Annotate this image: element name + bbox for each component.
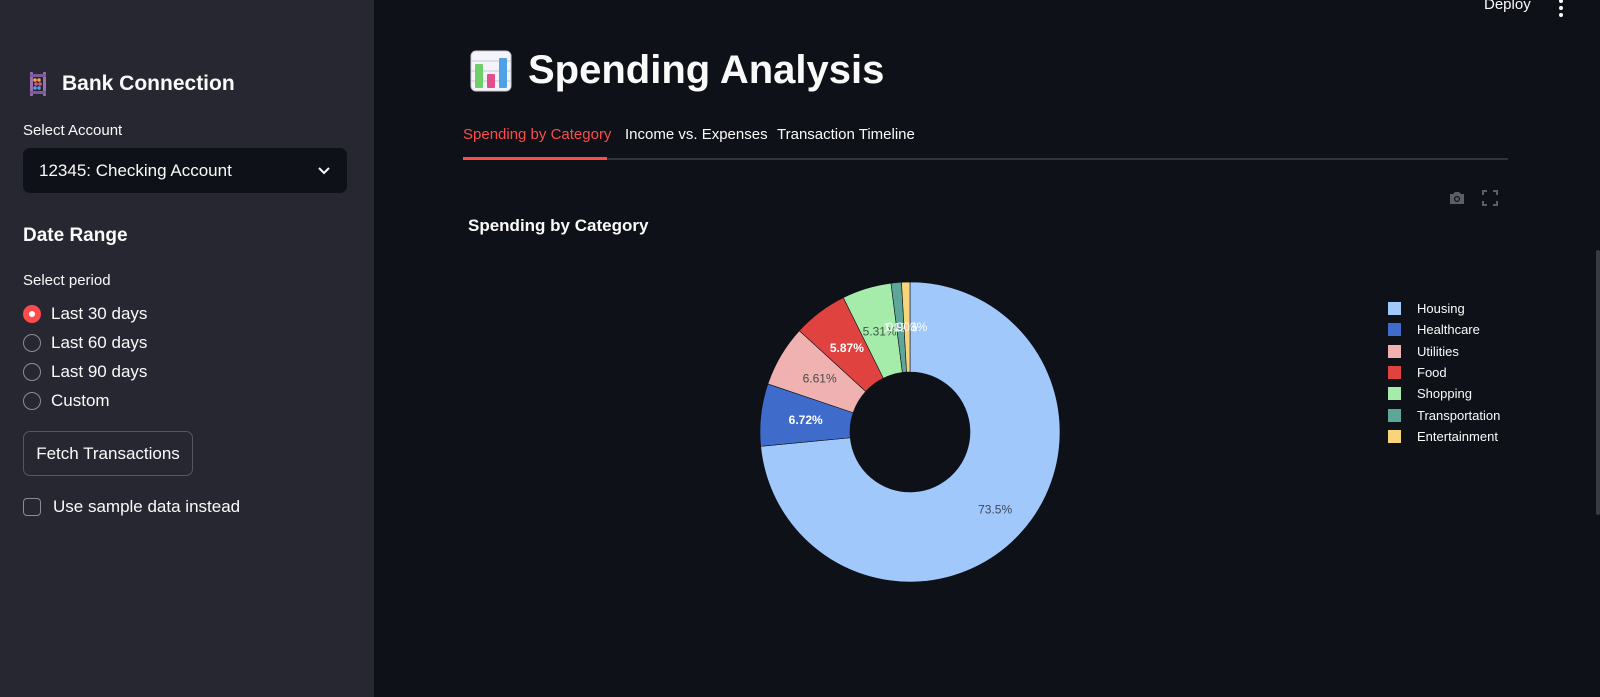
radio-unselected-icon <box>23 363 41 381</box>
slice-label-entertainment: 0.903% <box>887 320 928 334</box>
legend-item-shopping[interactable]: Shopping <box>1388 383 1500 404</box>
chart-title: Spending by Category <box>468 216 649 235</box>
radio-custom[interactable]: Custom <box>23 391 110 411</box>
chevron-down-icon <box>318 166 330 174</box>
active-tab-indicator <box>463 157 607 160</box>
use-sample-data-checkbox[interactable]: Use sample data instead <box>23 497 240 517</box>
fullscreen-icon[interactable] <box>1482 190 1500 206</box>
slice-housing[interactable] <box>760 281 1061 583</box>
checkbox-label: Use sample data instead <box>53 497 241 516</box>
radio-label: Last 90 days <box>51 362 148 381</box>
date-range-title: Date Range <box>23 225 128 246</box>
account-select[interactable]: 12345: Checking Account <box>23 148 347 193</box>
page-header: Spending Analysis <box>470 48 884 93</box>
checkbox-icon <box>23 498 41 516</box>
radio-selected-icon <box>23 305 41 323</box>
legend-item-healthcare[interactable]: Healthcare <box>1388 319 1500 340</box>
legend-label: Housing <box>1417 301 1465 317</box>
legend-item-transportation[interactable]: Transportation <box>1388 404 1500 425</box>
bar-chart-icon <box>470 50 512 91</box>
legend-swatch <box>1388 429 1401 443</box>
fetch-transactions-button[interactable]: Fetch Transactions <box>23 431 193 476</box>
slice-label-food: 5.87% <box>830 341 864 355</box>
legend-item-utilities[interactable]: Utilities <box>1388 341 1500 362</box>
radio-label: Last 60 days <box>51 333 148 352</box>
sidebar: Bank Connection Select Account 12345: Ch… <box>0 0 374 697</box>
account-select-value: 12345: Checking Account <box>39 160 232 180</box>
legend-label: Healthcare <box>1417 322 1480 338</box>
page-title: Spending Analysis <box>528 48 885 92</box>
chart-legend: Housing Healthcare Utilities Food Shopping Tr… <box>1388 298 1500 447</box>
abacus-icon <box>30 72 46 96</box>
legend-label: Shopping <box>1417 386 1472 402</box>
radio-label: Custom <box>51 391 110 410</box>
legend-label: Entertainment <box>1417 428 1498 444</box>
legend-swatch <box>1388 302 1401 316</box>
legend-label: Food <box>1417 365 1447 381</box>
legend-swatch <box>1388 323 1401 337</box>
sidebar-header: Bank Connection <box>24 70 235 98</box>
legend-item-food[interactable]: Food <box>1388 362 1500 383</box>
radio-label: Last 30 days <box>51 304 148 323</box>
radio-unselected-icon <box>23 392 41 410</box>
slice-label-healthcare: 6.72% <box>789 413 823 427</box>
legend-item-entertainment[interactable]: Entertainment <box>1388 426 1500 447</box>
slice-entertainment[interactable] <box>901 281 911 373</box>
legend-swatch <box>1388 366 1401 380</box>
legend-label: Transportation <box>1417 407 1501 423</box>
slice-label-utilities: 6.61% <box>803 372 837 386</box>
account-label: Select Account <box>23 122 123 139</box>
radio-last-90-days[interactable]: Last 90 days <box>23 362 147 382</box>
scrollbar[interactable] <box>1596 250 1600 515</box>
legend-label: Utilities <box>1417 343 1459 359</box>
tab-spending-by-category[interactable]: Spending by Category <box>463 126 612 143</box>
period-label: Select period <box>23 272 111 289</box>
legend-swatch <box>1388 344 1401 358</box>
kebab-menu-icon[interactable] <box>1556 0 1566 18</box>
slice-label-housing: 73.5% <box>978 502 1012 516</box>
deploy-button[interactable]: Deploy <box>1484 0 1531 13</box>
camera-icon[interactable] <box>1448 190 1466 206</box>
radio-last-30-days[interactable]: Last 30 days <box>23 304 147 324</box>
tab-bar: Spending by Category Income vs. Expenses… <box>463 120 1508 160</box>
tab-income-vs-expenses[interactable]: Income vs. Expenses <box>625 126 768 143</box>
radio-last-60-days[interactable]: Last 60 days <box>23 333 147 353</box>
sidebar-title: Bank Connection <box>62 72 235 95</box>
tab-transaction-timeline[interactable]: Transaction Timeline <box>777 126 915 143</box>
legend-item-housing[interactable]: Housing <box>1388 298 1500 319</box>
legend-swatch <box>1388 387 1401 401</box>
slice-label-shopping: 5.31% <box>863 325 897 339</box>
radio-unselected-icon <box>23 334 41 352</box>
chart-toolbar <box>1448 190 1500 206</box>
legend-swatch <box>1388 408 1401 422</box>
donut-chart: 73.5%6.72%6.61%5.87%5.31%1.12%0.903% <box>759 281 1061 583</box>
